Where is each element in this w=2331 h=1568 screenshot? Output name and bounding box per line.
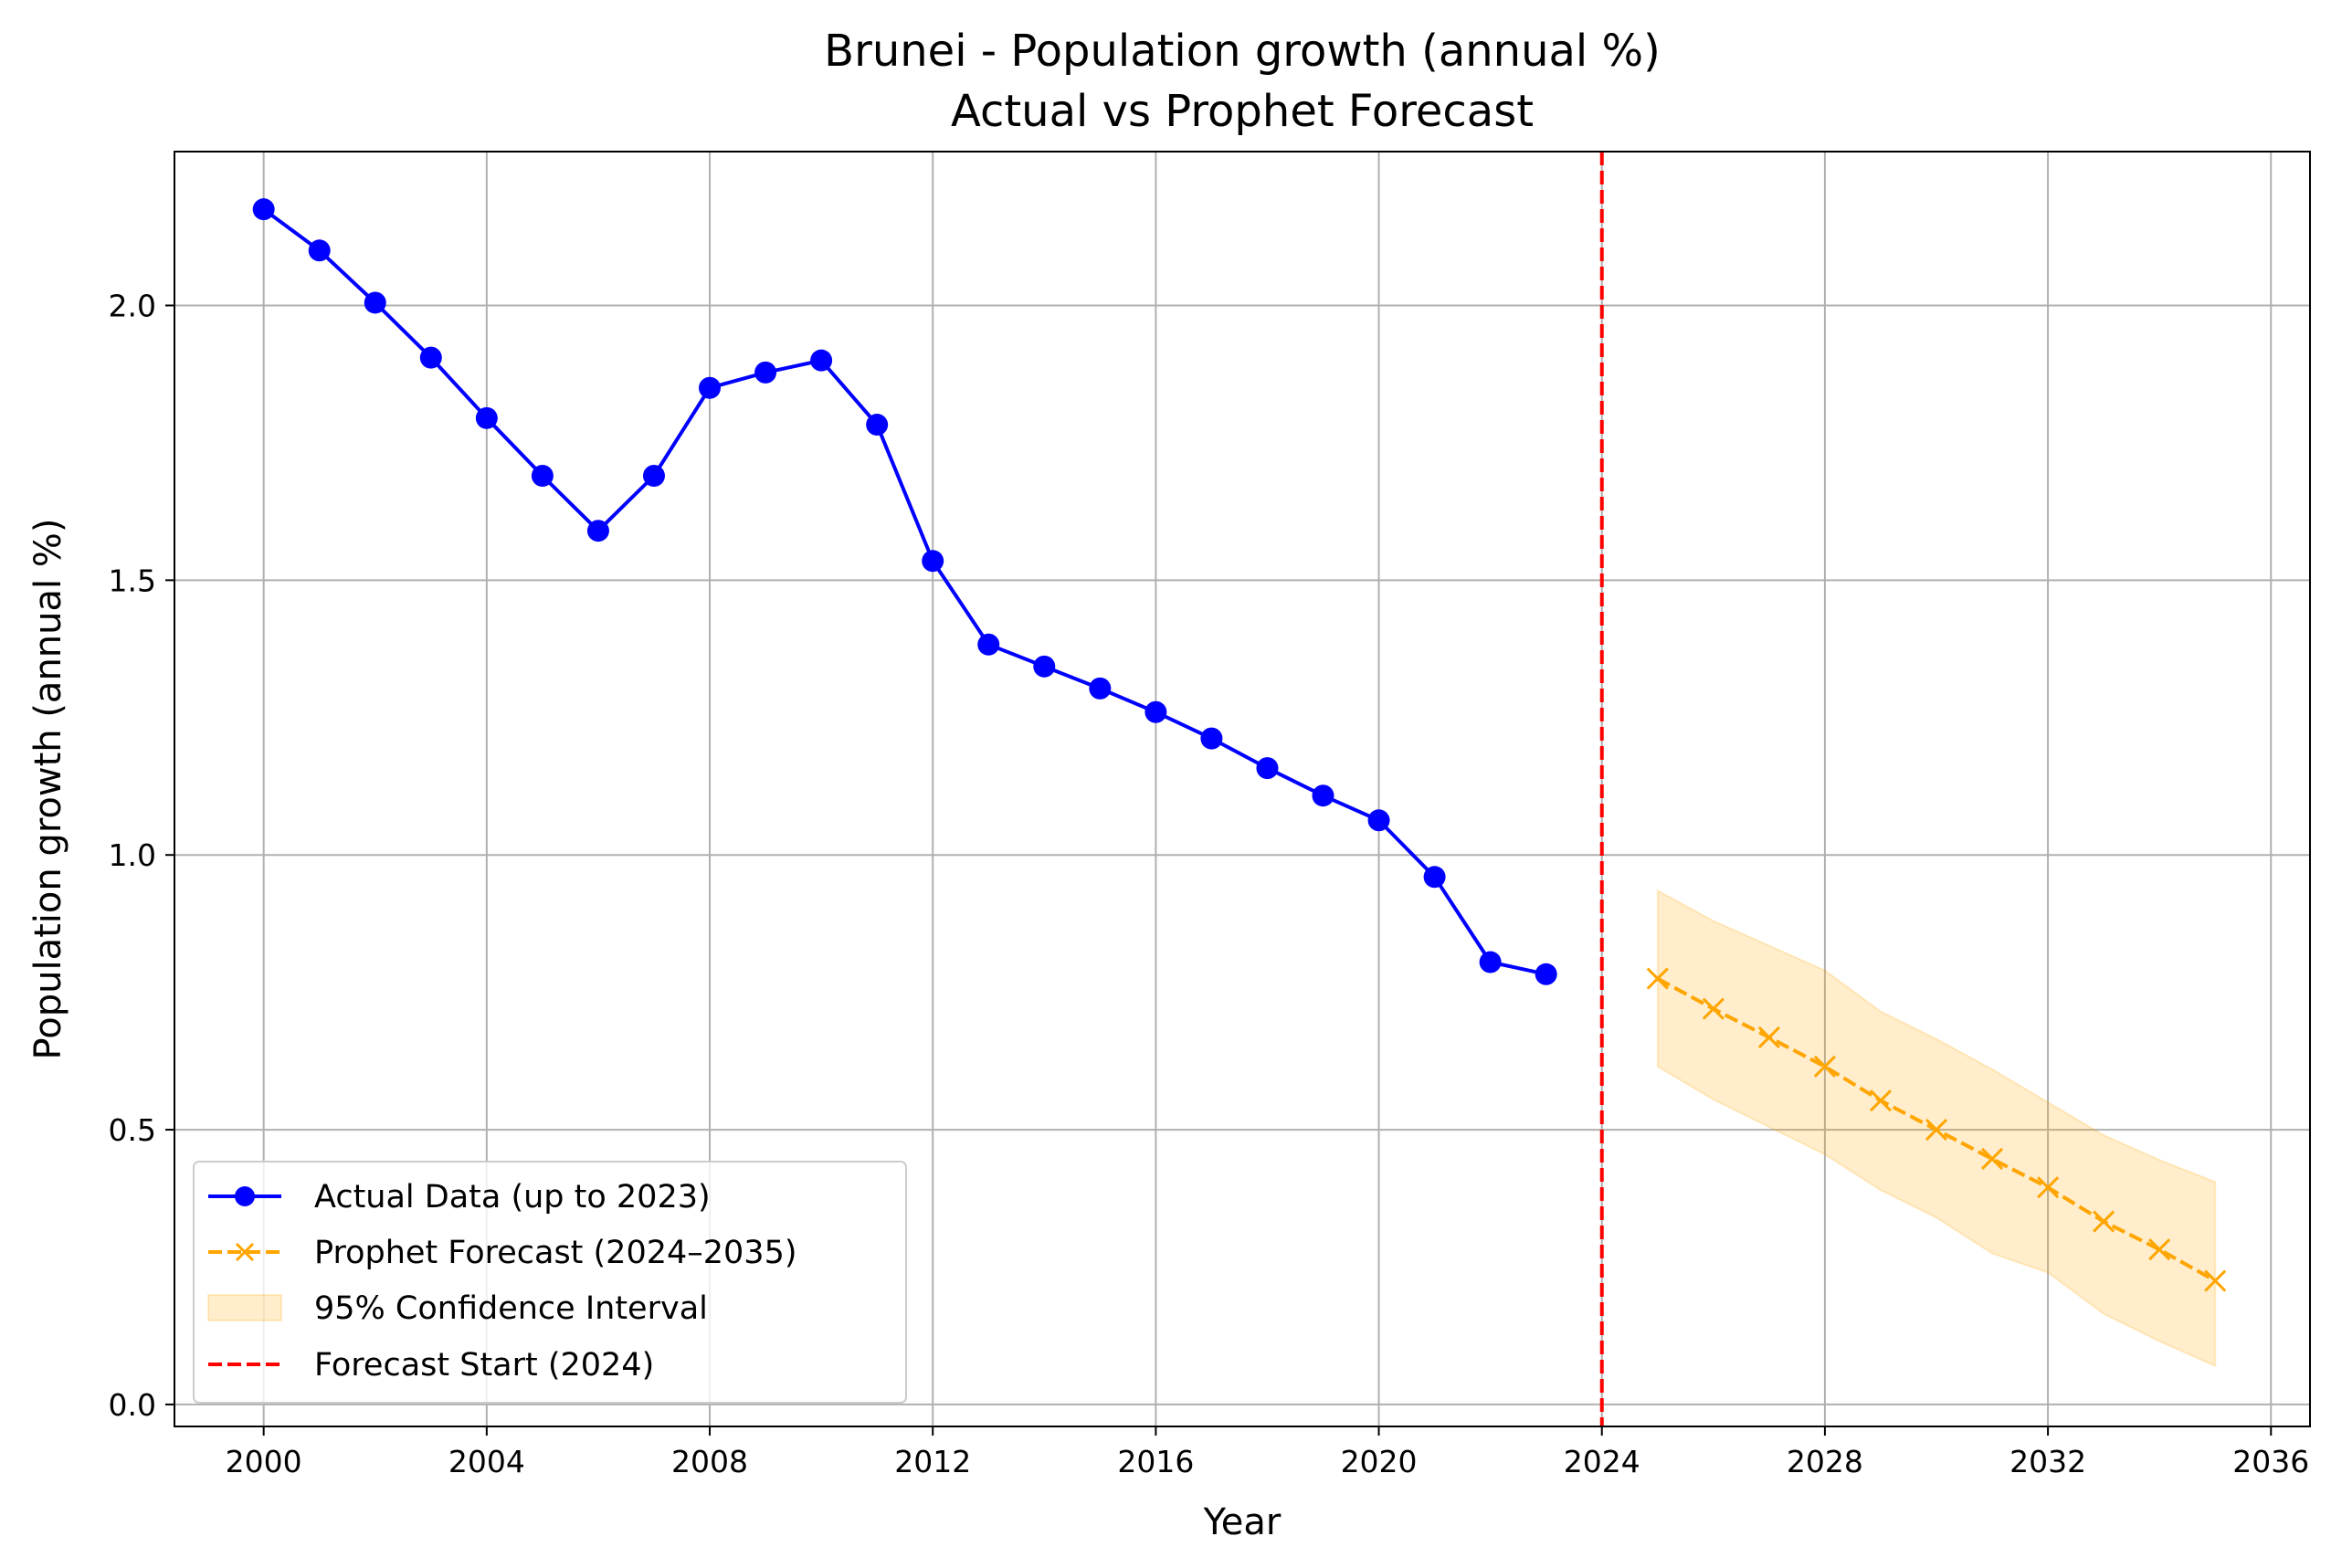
- legend-item-actual: Actual Data (up to 2023): [208, 1179, 711, 1215]
- plot-frame: [174, 151, 2311, 1427]
- x-tick-label-2004: 2004: [448, 1444, 525, 1479]
- series-0-point-2021: [1423, 866, 1446, 889]
- x-tick-label-2032: 2032: [2009, 1444, 2086, 1479]
- series-0-point-2016: [1144, 700, 1167, 723]
- x-tick-label-2012: 2012: [894, 1444, 971, 1479]
- series-0-point-2002: [364, 291, 386, 314]
- series-1-point-2034: [2148, 1238, 2171, 1261]
- series-1-point-2033: [2093, 1210, 2115, 1233]
- series-0-point-2014: [1033, 655, 1056, 678]
- x-axis-label: Year: [1203, 1501, 1282, 1543]
- series-0-point-2023: [1535, 963, 1557, 985]
- series-1-point-2031: [1980, 1147, 2004, 1171]
- y-axis-label: Population growth (annual %): [27, 519, 69, 1060]
- x-tick-label-2008: 2008: [671, 1444, 748, 1479]
- series-1-point-2027: [1757, 1026, 1780, 1049]
- y-tick-label-0: 0.0: [109, 1387, 156, 1423]
- series-0-point-2017: [1200, 727, 1223, 750]
- legend-item-ci: 95% Confidence Interval: [207, 1290, 708, 1327]
- x-tick-label-2000: 2000: [226, 1444, 302, 1479]
- series-0-point-2001: [308, 239, 331, 262]
- y-tick-label-4: 2.0: [109, 288, 156, 323]
- series-1-point-2028: [1813, 1055, 1836, 1078]
- series-1-point-2025: [1646, 967, 1669, 990]
- series-0-point-2018: [1256, 757, 1279, 780]
- series-0-point-2015: [1089, 677, 1112, 700]
- series-1-point-2032: [2037, 1176, 2060, 1199]
- x-tick-label-2016: 2016: [1117, 1444, 1194, 1479]
- series-0-point-2009: [754, 361, 777, 384]
- series-1-point-2026: [1702, 997, 1725, 1020]
- series-1-point-2029: [1869, 1089, 1893, 1112]
- series-0-point-2003: [419, 346, 442, 369]
- legend-item-forecast: Prophet Forecast (2024–2035): [208, 1235, 797, 1271]
- y-tick-label-2: 1.0: [109, 837, 156, 873]
- x-tick-label-2036: 2036: [2232, 1444, 2309, 1479]
- series-1-point-2035: [2204, 1269, 2227, 1292]
- x-tick-label-2028: 2028: [1787, 1444, 1863, 1479]
- series-0-point-2013: [977, 633, 1000, 656]
- legend-box: [193, 1161, 907, 1404]
- y-tick-label-3: 1.5: [109, 563, 156, 598]
- legend-ci-label: 95% Confidence Interval: [314, 1290, 708, 1327]
- series-0-point-2019: [1312, 784, 1334, 807]
- y-tick-label-1: 0.5: [109, 1112, 156, 1148]
- legend: Actual Data (up to 2023) Prophet Forecas…: [193, 1161, 907, 1404]
- legend-forecast-label: Prophet Forecast (2024–2035): [314, 1235, 797, 1271]
- legend-item-forecast-start: Forecast Start (2024): [208, 1347, 654, 1384]
- chart-subtitle: Actual vs Prophet Forecast: [951, 86, 1534, 137]
- series-1-point-2030: [1925, 1119, 1948, 1142]
- grid: [174, 152, 2310, 1426]
- legend-forecast-start-label: Forecast Start (2024): [314, 1347, 654, 1384]
- series-0-point-2006: [586, 520, 609, 542]
- series-layer: [252, 198, 2227, 1292]
- series-0-point-2010: [810, 349, 833, 372]
- series-0-point-2007: [642, 465, 665, 488]
- x-tick-label-2024: 2024: [1564, 1444, 1640, 1479]
- y-axis-ticks: 0.0 0.5 1.0 1.5 2.0: [109, 288, 174, 1423]
- x-tick-label-2020: 2020: [1341, 1444, 1418, 1479]
- series-0-point-2022: [1479, 951, 1502, 973]
- x-axis-ticks: 2000 2004 2008 2012 2016 2020 2024 2028 2032 2036: [226, 1426, 2309, 1479]
- legend-ci-swatch: [207, 1294, 282, 1321]
- series-0-point-2000: [252, 198, 275, 221]
- series-0-point-2012: [922, 550, 944, 573]
- series-0-point-2005: [531, 465, 554, 488]
- legend-forecast-marker: [235, 1242, 255, 1262]
- legend-actual-label: Actual Data (up to 2023): [314, 1179, 711, 1215]
- series-0-point-2020: [1367, 809, 1390, 832]
- series-0-point-2004: [475, 406, 498, 429]
- legend-actual-marker: [235, 1186, 255, 1206]
- series-0-point-2008: [699, 376, 722, 399]
- chart-title: Brunei - Population growth (annual %): [824, 26, 1661, 77]
- series-0-point-2011: [866, 414, 889, 437]
